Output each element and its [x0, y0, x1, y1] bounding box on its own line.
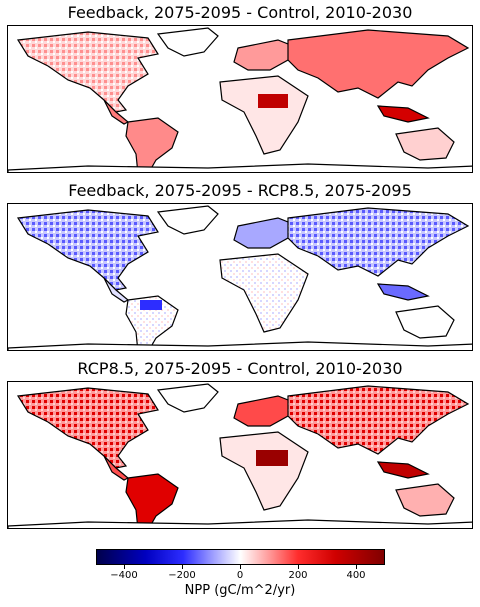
panel-1-map [7, 25, 473, 173]
colorbar-tick [356, 565, 357, 569]
panel-2-land [8, 205, 472, 350]
colorbar-tick [182, 565, 183, 569]
colorbar-tick [124, 565, 125, 569]
panel-3-map-svg [8, 383, 472, 528]
colorbar-tick-label: 400 [346, 570, 366, 581]
panel-1-title: Feedback, 2075-2095 - Control, 2010-2030 [67, 3, 413, 22]
colorbar-tick-label: 0 [236, 570, 244, 581]
colorbar-tick-label: 200 [288, 570, 308, 581]
panel-2-title: Feedback, 2075-2095 - RCP8.5, 2075-2095 [68, 181, 412, 200]
colorbar-tick [240, 565, 241, 569]
panel-1-map-svg [8, 27, 472, 172]
panel-2-map-svg [8, 205, 472, 350]
colorbar-tick [298, 565, 299, 569]
panel-3-title: RCP8.5, 2075-2095 - Control, 2010-2030 [77, 359, 403, 378]
panel-3-land [8, 383, 472, 528]
colorbar-tick-label: −400 [110, 570, 138, 581]
panel-1-land [8, 27, 472, 172]
colorbar [96, 549, 385, 565]
colorbar-tick-label: −200 [168, 570, 196, 581]
colorbar-label: NPP (gC/m^2/yr) [184, 583, 296, 598]
panel-3-map [7, 381, 473, 529]
panel-2-map [7, 203, 473, 351]
